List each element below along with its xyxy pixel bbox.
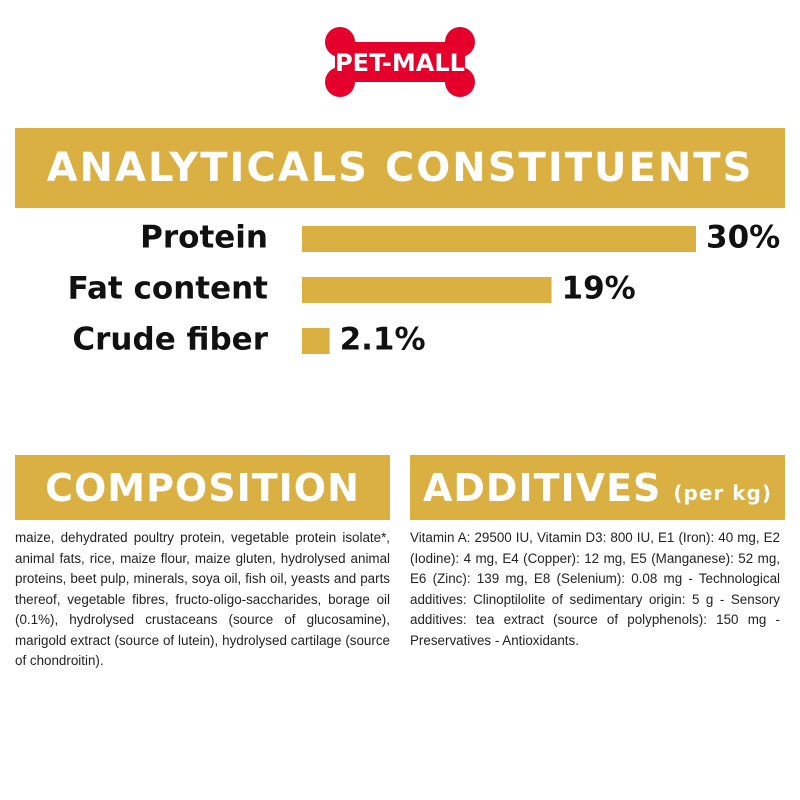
bar [302, 226, 696, 252]
additives-unit: (per kg) [673, 480, 773, 505]
composition-header: COMPOSITION [15, 455, 390, 520]
additives-text: Vitamin A: 29500 IU, Vitamin D3: 800 IU,… [410, 530, 780, 648]
value-label: 19% [562, 271, 636, 307]
category-label: Fat content [68, 271, 269, 307]
value-label: 2.1% [340, 322, 426, 358]
title-banner [15, 128, 785, 208]
composition-text: maize, dehydrated poultry protein, veget… [15, 530, 390, 668]
bar [302, 328, 330, 354]
additives-title: ADDITIVES [422, 465, 662, 510]
logo: PET-MALL [325, 27, 475, 97]
additives-header: ADDITIVES (per kg) [410, 455, 785, 520]
category-label: Crude fiber [72, 322, 268, 358]
composition-title: COMPOSITION [45, 465, 360, 510]
bar [302, 277, 552, 303]
chart-title: ANALYTICALS CONSTITUENTS [47, 145, 754, 191]
category-label: Protein [140, 220, 268, 256]
value-label: 30% [706, 220, 780, 256]
logo-text: PET-MALL [335, 49, 465, 77]
